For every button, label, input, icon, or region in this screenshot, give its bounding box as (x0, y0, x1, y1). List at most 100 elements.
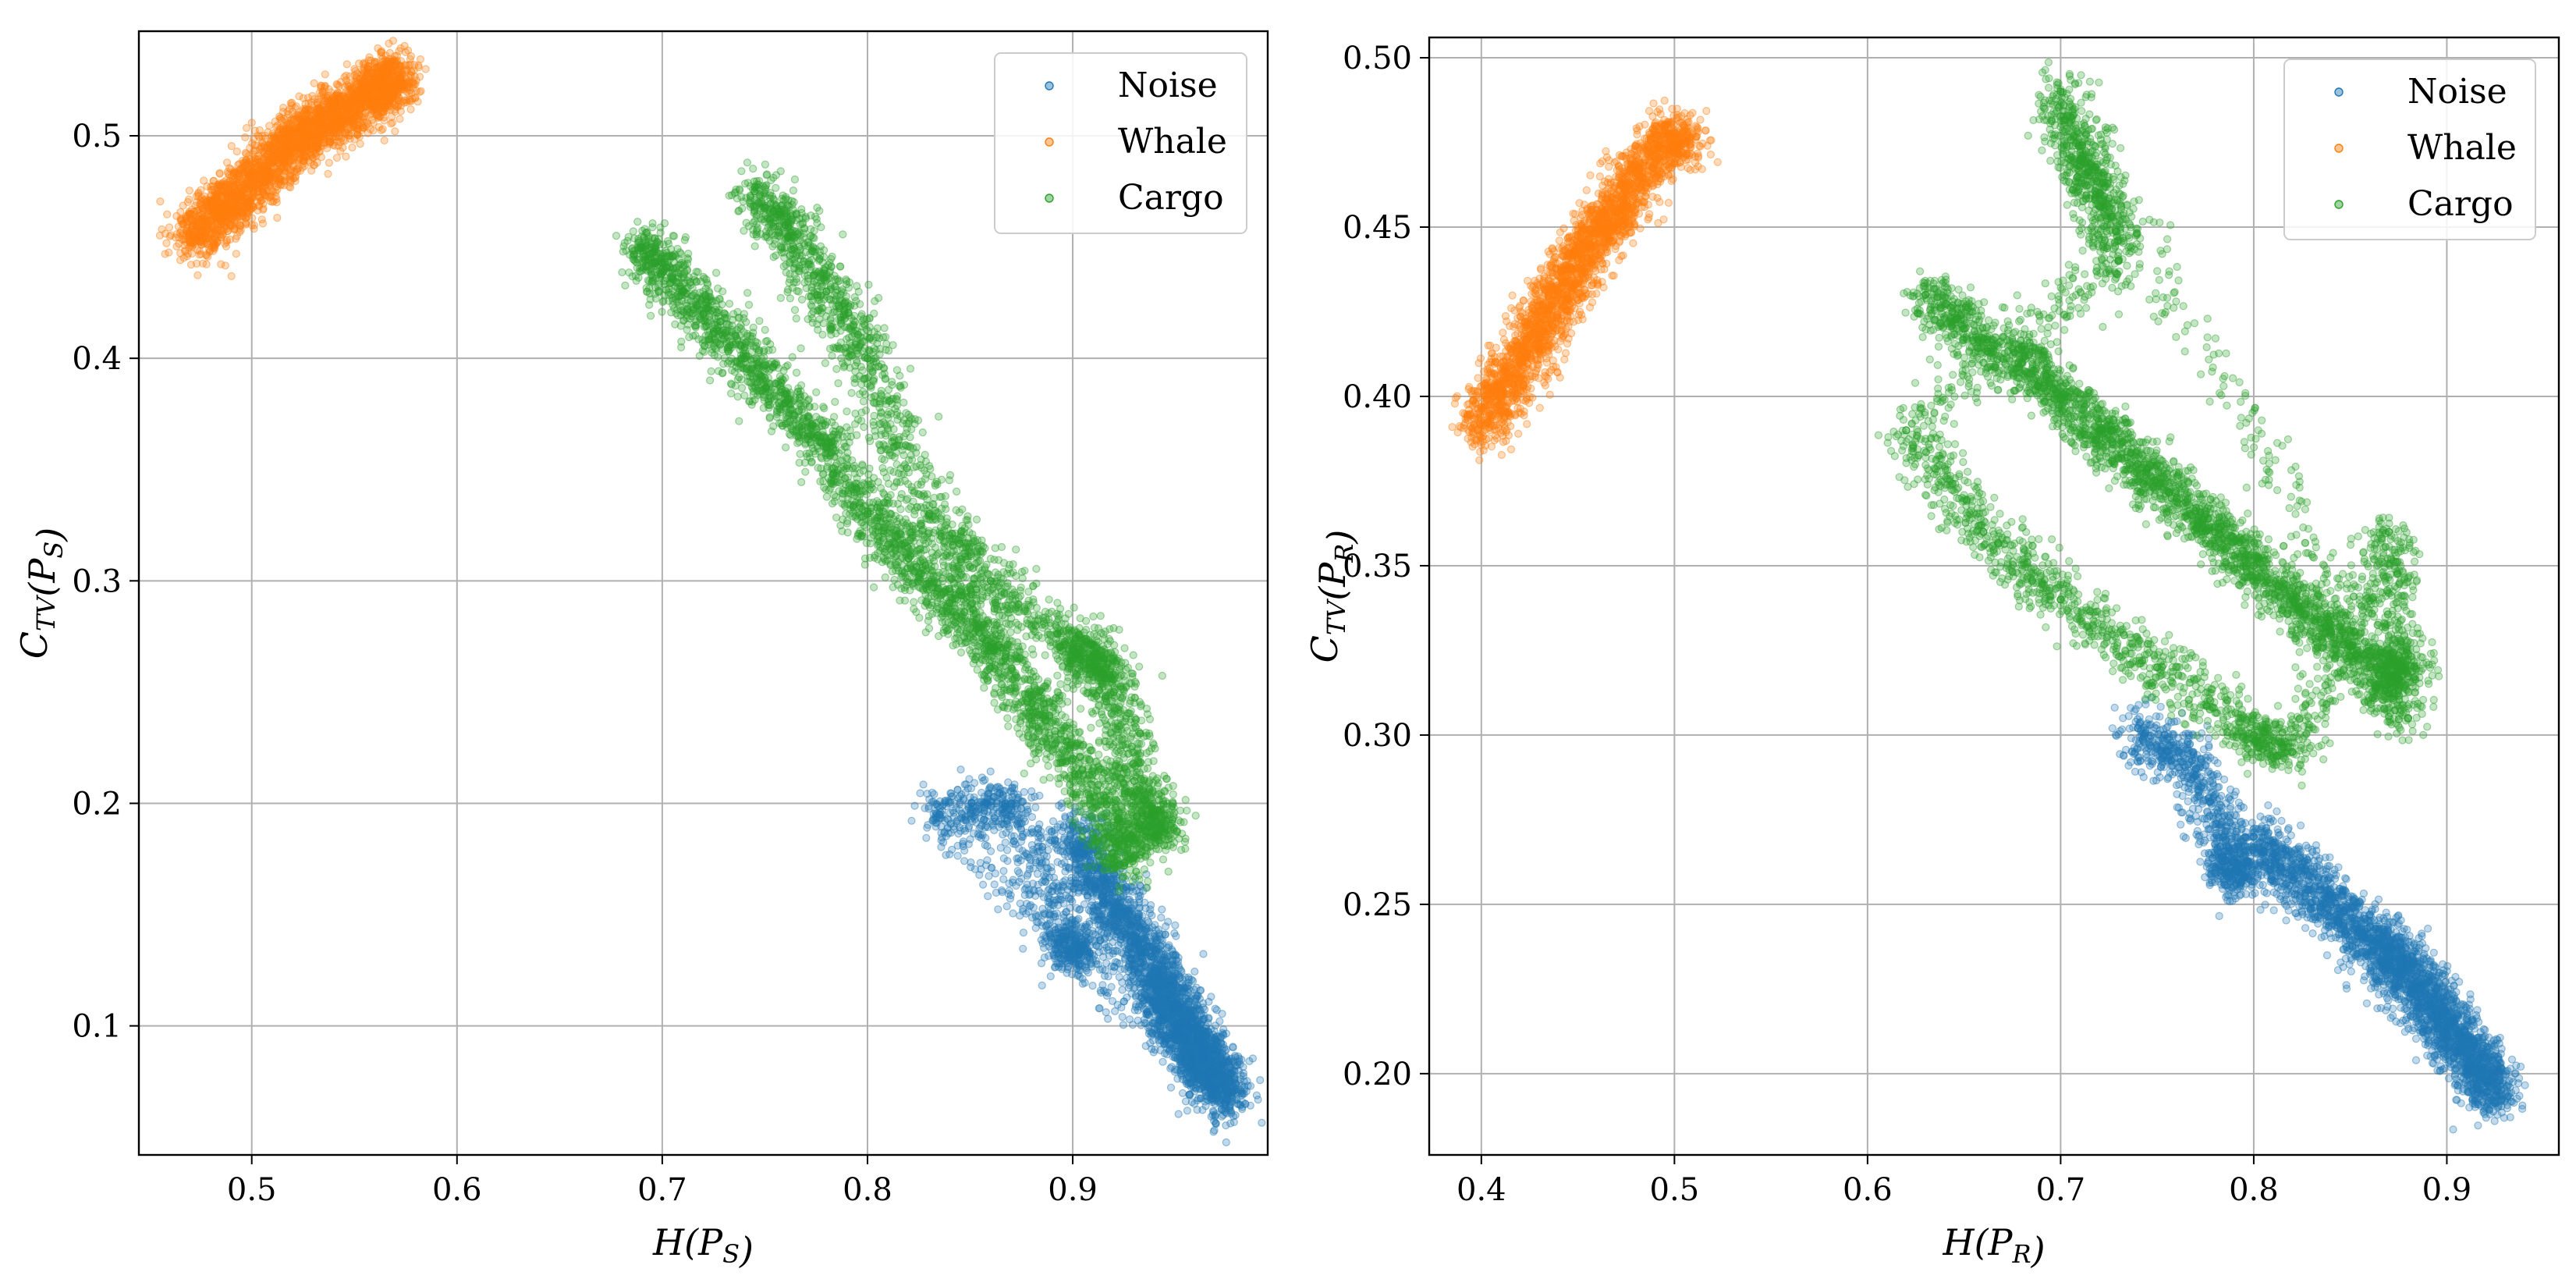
data-point (1066, 876, 1075, 886)
data-point (202, 260, 211, 268)
data-point (1181, 1026, 1190, 1035)
data-point (1169, 950, 1177, 959)
data-point (1113, 915, 1122, 925)
data-point (953, 785, 962, 794)
data-point (1078, 849, 1087, 858)
data-point (1078, 979, 1088, 988)
data-point (181, 247, 190, 256)
data-point (1006, 894, 1015, 903)
data-point (1067, 852, 1077, 862)
data-point (1219, 1025, 1228, 1034)
data-point (185, 187, 193, 195)
data-point (1009, 837, 1019, 846)
data-point (1158, 905, 1166, 914)
data-point (172, 229, 181, 239)
data-point (1157, 913, 1166, 922)
data-point (238, 193, 247, 202)
data-point (1193, 1106, 1201, 1114)
data-point (1105, 885, 1114, 894)
data-point (1038, 918, 1046, 926)
data-point (961, 815, 970, 825)
data-point (1098, 912, 1106, 921)
data-point (232, 147, 241, 156)
data-point (967, 798, 976, 807)
data-point (231, 215, 240, 225)
data-point (1200, 1005, 1209, 1014)
data-point (202, 250, 211, 259)
data-point (1037, 936, 1045, 944)
data-point (1094, 902, 1103, 911)
data-point (1195, 1085, 1205, 1093)
data-point (1069, 879, 1077, 887)
data-point (1044, 846, 1052, 854)
data-point (1133, 919, 1142, 928)
data-point (1083, 850, 1091, 859)
data-point (1167, 994, 1176, 1003)
data-point (273, 214, 282, 222)
data-point (224, 227, 232, 236)
data-point (1073, 879, 1082, 887)
data-point (1177, 1060, 1187, 1068)
data-point (937, 836, 946, 844)
data-point (1105, 923, 1114, 932)
data-point (931, 800, 939, 808)
data-point (1141, 961, 1150, 969)
data-point (1092, 829, 1101, 837)
data-point (1013, 812, 1022, 821)
data-point (1191, 1043, 1201, 1053)
data-point (1048, 827, 1056, 837)
data-point (1171, 921, 1180, 929)
data-point (1046, 972, 1055, 981)
data-point (1077, 844, 1087, 853)
data-point (1173, 1075, 1182, 1083)
data-point (263, 191, 271, 201)
data-point (1129, 967, 1137, 975)
data-point (999, 801, 1008, 809)
data-point (979, 776, 988, 785)
data-point (1226, 1101, 1234, 1110)
data-point (1080, 886, 1090, 895)
data-point (1181, 1097, 1190, 1106)
data-point (1066, 812, 1075, 820)
data-point (1069, 810, 1077, 819)
data-point (1076, 904, 1084, 914)
data-point (1130, 933, 1139, 941)
data-point (1060, 850, 1069, 859)
data-point (1115, 972, 1123, 982)
data-point (1230, 1085, 1239, 1095)
data-point (1172, 932, 1180, 940)
data-point (185, 229, 193, 237)
data-point (209, 197, 218, 205)
data-point (1070, 959, 1080, 968)
data-point (1104, 972, 1112, 981)
data-point (1073, 865, 1083, 874)
data-point (1076, 860, 1085, 869)
data-point (1081, 836, 1091, 844)
data-point (1098, 981, 1107, 989)
data-point (229, 176, 237, 184)
data-point (1072, 934, 1080, 943)
data-point (1066, 847, 1074, 856)
data-point (1003, 816, 1012, 826)
data-point (1075, 866, 1084, 875)
data-point (1222, 1072, 1231, 1081)
data-point (1210, 1126, 1219, 1135)
data-point (172, 242, 181, 250)
data-point (1209, 1043, 1219, 1052)
data-point (1043, 925, 1052, 935)
data-point (1120, 933, 1129, 942)
data-point (1016, 899, 1024, 908)
data-point (1229, 1043, 1237, 1052)
data-point (940, 829, 949, 837)
data-point (1141, 904, 1150, 913)
data-point (1025, 902, 1034, 911)
data-point (1179, 1069, 1187, 1078)
data-point (1015, 869, 1024, 877)
data-point (1098, 856, 1107, 865)
data-point (1066, 882, 1074, 890)
data-point (1038, 981, 1046, 990)
data-point (1044, 951, 1053, 961)
data-point (1137, 944, 1145, 954)
data-point (929, 815, 938, 825)
data-point (1150, 1018, 1158, 1027)
